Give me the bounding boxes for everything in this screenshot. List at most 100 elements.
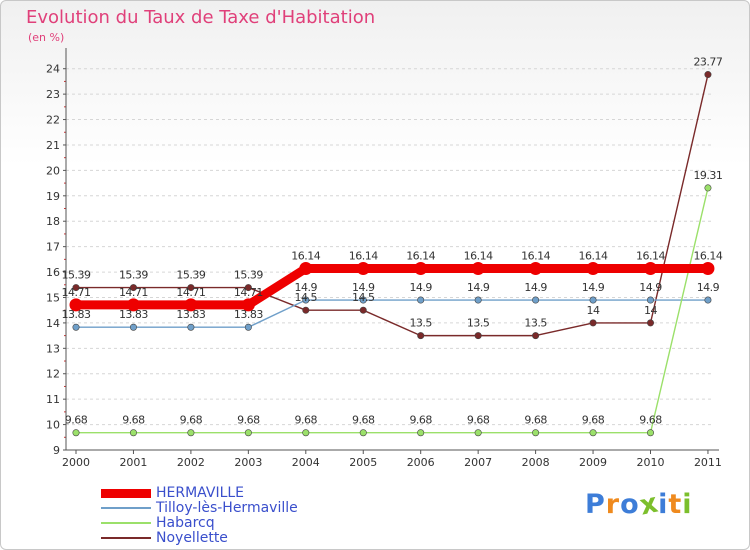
data-label: 16.14 (579, 250, 608, 263)
data-point (184, 298, 198, 312)
x-tick-label: 2010 (637, 456, 665, 469)
data-label: 14.71 (176, 286, 205, 299)
y-tick-label: 17 (46, 241, 60, 254)
data-point (532, 429, 540, 437)
data-label: 23.77 (693, 56, 722, 69)
proxiti-logo: Proxiti (585, 487, 693, 521)
data-point (299, 262, 313, 276)
data-point (644, 262, 657, 276)
data-label: 14 (644, 304, 657, 317)
data-point (704, 71, 712, 79)
data-point (471, 262, 485, 276)
series-line-noyellette (75, 73, 709, 337)
x-tick-label: 2006 (407, 456, 435, 469)
x-tick-label: 2000 (62, 456, 90, 469)
legend-swatch (101, 489, 151, 498)
logo-letter: i (682, 489, 693, 520)
y-tick-label: 21 (46, 139, 60, 152)
legend-label: Habarcq (156, 515, 215, 531)
legend-label: Tilloy-lès-Hermaville (156, 500, 298, 516)
data-point (302, 296, 310, 304)
data-label: 9.68 (582, 414, 605, 427)
data-label: 14.9 (639, 281, 662, 294)
logo-letter: o (620, 489, 640, 520)
data-point (72, 429, 80, 437)
data-point (302, 429, 310, 437)
data-label: 15.39 (119, 269, 148, 282)
y-tick-label: 10 (46, 419, 60, 432)
y-tick-label: 22 (46, 114, 60, 127)
legend-swatch (101, 522, 151, 524)
series-line-hermaville (71, 264, 713, 310)
data-point (244, 323, 252, 331)
x-tick-label: 2002 (177, 456, 205, 469)
data-point (646, 319, 654, 327)
chart-title: Evolution du Taux de Taxe d'Habitation (26, 7, 376, 28)
data-point (474, 296, 482, 304)
x-tick-label: 2004 (292, 456, 320, 469)
data-point (244, 429, 252, 437)
y-tick-label: 13 (46, 342, 60, 355)
data-point (126, 298, 140, 312)
data-point (187, 284, 195, 292)
data-label: 9.68 (467, 414, 490, 427)
data-point (72, 323, 80, 331)
y-tick-label: 15 (46, 291, 60, 304)
data-point (187, 323, 195, 331)
data-label: 13.83 (62, 308, 91, 321)
x-tick-label: 2009 (579, 456, 607, 469)
data-label: 14.5 (352, 291, 375, 304)
legend-swatch (101, 507, 151, 509)
data-label: 16.14 (636, 250, 665, 263)
data-point (129, 284, 137, 292)
data-label: 9.68 (180, 414, 203, 427)
data-point (72, 284, 80, 292)
data-label: 9.68 (65, 414, 88, 427)
logo-letter: r (605, 489, 621, 520)
data-point (302, 306, 310, 314)
y-tick-label: 16 (46, 266, 60, 279)
series-line-tilloy-l-s-hermaville (75, 299, 709, 328)
data-point (474, 429, 482, 437)
y-tick-label: 12 (46, 368, 60, 381)
data-point (417, 429, 425, 437)
logo-letter: t (668, 489, 683, 520)
x-tick-label: 2001 (119, 456, 147, 469)
data-point (359, 429, 367, 437)
y-tick-label: 11 (46, 393, 60, 406)
y-tick-label: 23 (46, 88, 60, 101)
data-label: 19.31 (693, 169, 722, 182)
data-label: 13.83 (119, 308, 148, 321)
data-point (701, 262, 715, 276)
data-point (589, 319, 597, 327)
data-label: 14.9 (524, 281, 547, 294)
data-label: 14.9 (697, 281, 720, 294)
data-label: 13.5 (524, 317, 547, 330)
data-point (589, 296, 597, 304)
data-point (704, 296, 712, 304)
data-label: 16.14 (406, 250, 435, 263)
y-tick-label: 20 (46, 164, 60, 177)
data-label: 14.9 (582, 281, 605, 294)
data-label: 15.39 (234, 269, 263, 282)
legend-label: HERMAVILLE (156, 485, 245, 501)
data-label: 9.68 (352, 414, 375, 427)
data-label: 14.9 (409, 281, 432, 294)
data-label: 15.39 (62, 269, 91, 282)
data-label: 14.71 (62, 286, 91, 299)
data-point (69, 298, 83, 312)
series-line-habarcq (75, 187, 709, 434)
data-point (704, 184, 712, 192)
data-label: 13.83 (176, 308, 205, 321)
data-point (529, 262, 543, 276)
data-point (244, 284, 252, 292)
data-point (646, 296, 654, 304)
x-tick-label: 2005 (349, 456, 377, 469)
data-point (241, 298, 255, 312)
data-point (129, 323, 137, 331)
y-tick-label: 19 (46, 190, 60, 203)
data-label: 16.14 (693, 250, 722, 263)
x-tick-label: 2008 (522, 456, 550, 469)
data-point (417, 296, 425, 304)
